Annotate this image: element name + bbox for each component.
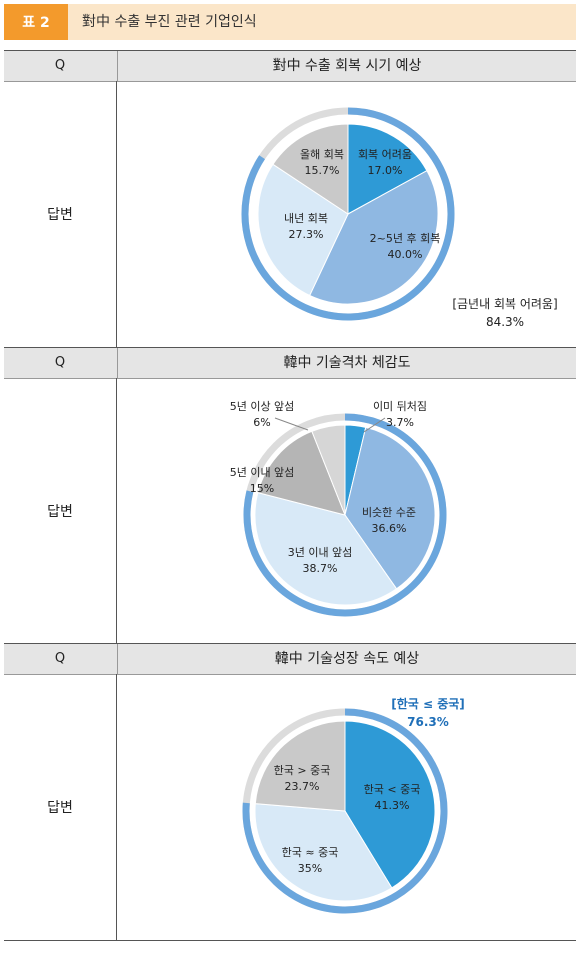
outer-ring-highlight — [241, 107, 455, 321]
pie-slice — [344, 426, 436, 590]
pie-chart-growth-speed: 한국 < 중국 41.3% 한국 ≈ 중국 35% 한국 > 중국 23.7% [한국 ≤ … — [242, 696, 465, 914]
pie-slice — [257, 430, 346, 516]
question-text: 韓中 기술성장 속도 예상 — [117, 644, 576, 674]
table-number-badge: 표 2 — [4, 4, 68, 40]
slice-label: 한국 > 중국 — [274, 764, 331, 777]
answer-label: 답변 — [47, 207, 73, 223]
slice-value-label: 38.7% — [303, 562, 338, 575]
pie-slice — [309, 169, 439, 305]
slice-value-label: 15.7% — [305, 164, 340, 177]
pie-slice — [254, 492, 398, 606]
callout-value: 76.3% — [407, 715, 449, 729]
question-text: 韓中 기술격차 체감도 — [117, 348, 576, 378]
answer-label: 답변 — [47, 503, 73, 520]
slice-value-label: 27.3% — [289, 228, 324, 241]
slice-label: 이미 뒤처짐 — [373, 400, 427, 413]
slice-label: 한국 < 중국 — [364, 783, 421, 796]
slice-label: 올해 회복 — [300, 147, 344, 161]
question-text: 對中 수출 회복 시기 예상 — [117, 51, 576, 81]
pie-chart-tech-gap: 이미 뒤처짐 3.7% 비슷한 수준 36.6% 3년 이내 앞섬 38.7% 5년 이내 … — [230, 400, 447, 617]
answer-row-2: 답변 — [4, 378, 576, 643]
question-row-1: Q 對中 수출 회복 시기 예상 — [4, 50, 576, 82]
slice-value-label: 35% — [298, 862, 322, 875]
slice-label: 내년 회복 — [284, 212, 328, 225]
callout-value: 84.3% — [486, 315, 524, 329]
slice-value-label: 40.0% — [388, 248, 423, 261]
slice-value-label: 3.7% — [386, 416, 414, 429]
slice-label: 5년 이상 앞섬 — [230, 400, 295, 413]
leader-line — [363, 417, 386, 433]
slice-value-label: 36.6% — [372, 522, 407, 535]
answer-row-1: 답변 — [4, 81, 576, 347]
q-label: Q — [54, 355, 66, 370]
pie-slice — [272, 123, 349, 215]
pie-slice — [347, 123, 428, 215]
pie-slice — [254, 720, 346, 812]
pie-slice — [311, 424, 346, 516]
slice-value-label: 15% — [250, 482, 274, 495]
pie-slice — [344, 720, 436, 889]
slice-label: 회복 어려움 — [358, 148, 412, 161]
slice-value-label: 6% — [253, 416, 270, 429]
pie-slice — [257, 163, 349, 297]
table-title: 對中 수출 부진 관련 기업인식 — [82, 14, 257, 30]
slice-label: 2~5년 후 회복 — [370, 232, 441, 245]
table-title-bar: 표 2 對中 수출 부진 관련 기업인식 — [4, 4, 576, 40]
answer-label: 답변 — [47, 800, 73, 816]
callout-label: [한국 ≤ 중국] — [391, 696, 465, 711]
question-row-2: Q 韓中 기술격차 체감도 — [4, 347, 576, 379]
outer-ring-highlight — [243, 413, 447, 617]
outer-ring-highlight — [242, 708, 448, 914]
slice-label: 한국 ≈ 중국 — [282, 846, 339, 859]
slice-value-label: 41.3% — [375, 799, 410, 812]
slice-label: 5년 이내 앞섬 — [230, 466, 295, 479]
slice-label: 비슷한 수준 — [362, 506, 416, 519]
q-label: Q — [54, 651, 66, 666]
leader-line — [274, 417, 309, 431]
q-label: Q — [54, 58, 66, 73]
slice-value-label: 23.7% — [285, 780, 320, 793]
slice-value-label: 17.0% — [368, 164, 403, 177]
callout-label: [금년내 회복 어려움] — [452, 297, 557, 311]
answer-row-3: 답변 — [4, 674, 576, 940]
pie-slice — [254, 803, 393, 902]
pie-chart-recovery: 회복 어려움 17.0% 2~5년 후 회복 40.0% 내년 회복 27.3% 올해 회복… — [241, 107, 558, 329]
question-row-3: Q 韓中 기술성장 속도 예상 — [4, 643, 576, 675]
slice-label: 3년 이내 앞섬 — [288, 546, 353, 559]
